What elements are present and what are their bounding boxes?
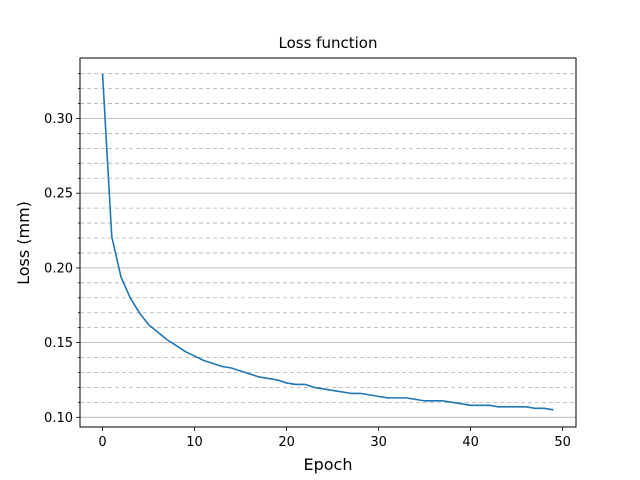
plot-frame	[79, 57, 577, 428]
y-axis-label: Loss (mm)	[14, 201, 33, 285]
x-tick-label: 30	[370, 435, 387, 450]
y-tick-label: 0.20	[44, 261, 73, 276]
x-axis-label: Epoch	[304, 455, 353, 474]
y-tick-label: 0.15	[44, 336, 73, 351]
y-tick-label: 0.10	[44, 411, 73, 426]
tick-layer: 0.10 0.15 0.20 0.25 0.30 0 10 20 30 40 50	[44, 73, 571, 450]
x-tick-label: 50	[554, 435, 571, 450]
x-tick-label: 10	[186, 435, 203, 450]
chart-title: Loss function	[279, 34, 378, 52]
line-layer	[101, 73, 554, 411]
x-tick-label: 20	[278, 435, 295, 450]
grid-layer	[80, 73, 576, 418]
y-tick-label: 0.25	[44, 187, 73, 202]
x-tick-label: 40	[462, 435, 479, 450]
y-tick-label: 0.30	[44, 112, 73, 127]
x-tick-label: 0	[98, 435, 106, 450]
loss-series-line	[101, 73, 554, 411]
